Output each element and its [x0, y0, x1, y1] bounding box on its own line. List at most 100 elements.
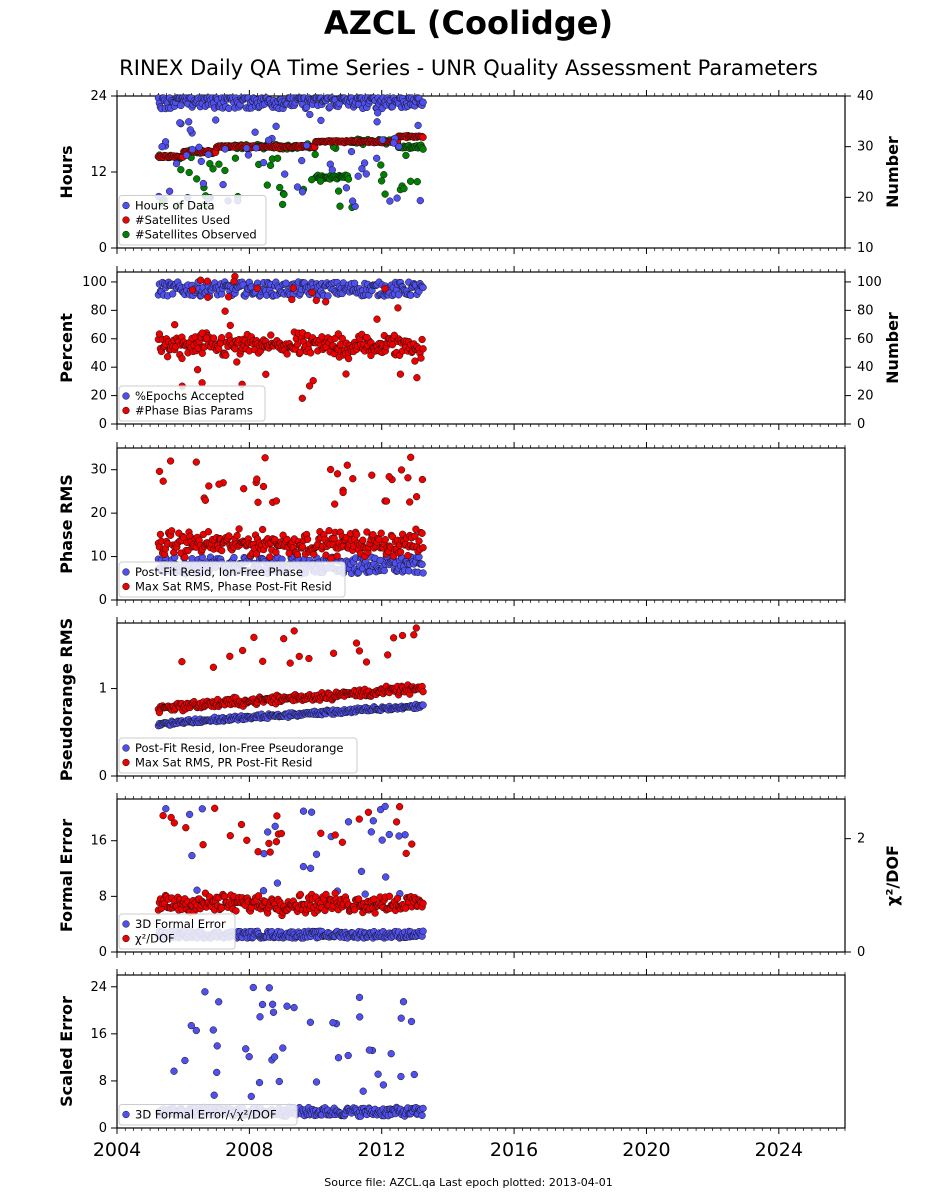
y-axis-label: Phase RMS [57, 474, 76, 574]
data-point [347, 147, 356, 156]
data-point [356, 1013, 364, 1021]
legend-label: %Epochs Accepted [135, 389, 244, 403]
data-point [306, 110, 314, 119]
data-point [275, 1077, 283, 1086]
data-point [397, 1014, 405, 1022]
data-point [298, 394, 306, 402]
data-point [293, 183, 302, 191]
y-right-tick-label: 40 [857, 360, 874, 375]
y-axis-label: Hours [57, 145, 76, 198]
x-tick-label: 2024 [755, 1139, 803, 1161]
data-point [296, 890, 305, 899]
data-point [302, 103, 311, 111]
data-point [350, 279, 359, 287]
data-point [195, 143, 203, 151]
data-point [404, 474, 412, 482]
data-point [258, 1000, 267, 1009]
data-point [232, 907, 240, 915]
y-tick-label: 0 [99, 945, 107, 960]
data-point [378, 136, 387, 144]
data-point [338, 838, 347, 846]
data-point [266, 553, 274, 561]
y-right-tick-label: 60 [857, 332, 874, 347]
data-point [271, 822, 279, 830]
data-point [261, 454, 269, 462]
data-point [312, 850, 321, 858]
data-point [167, 813, 175, 822]
data-point [397, 1072, 405, 1081]
data-point [158, 143, 166, 151]
data-point [156, 530, 165, 539]
data-point [188, 286, 197, 294]
data-point [188, 145, 197, 154]
data-point [419, 544, 427, 552]
data-point [259, 887, 268, 895]
data-point [357, 867, 366, 876]
data-point [339, 488, 347, 497]
data-point [295, 652, 303, 661]
data-point [415, 537, 423, 545]
data-point [273, 879, 282, 887]
data-point [333, 470, 342, 478]
data-point [272, 838, 281, 846]
data-point [349, 475, 357, 483]
data-point [181, 553, 189, 561]
data-point [308, 288, 316, 297]
data-point [283, 1002, 291, 1010]
data-point [209, 334, 218, 342]
data-point [418, 529, 426, 537]
data-point [327, 554, 335, 562]
data-point [293, 550, 302, 559]
data-point [393, 894, 402, 903]
data-point [342, 370, 350, 378]
y-tick-label: 16 [90, 1027, 107, 1042]
data-point [379, 1081, 388, 1089]
y-right-tick-label: 0 [857, 417, 865, 432]
data-point [362, 658, 371, 666]
x-tick-label: 2004 [93, 1139, 141, 1161]
data-point [417, 354, 425, 362]
x-tick-label: 2016 [490, 1139, 538, 1161]
data-point [419, 899, 427, 908]
data-point [279, 1044, 287, 1052]
legend-marker [122, 568, 130, 576]
data-point [198, 379, 206, 387]
data-point [159, 477, 167, 485]
data-point [218, 546, 226, 555]
data-point [312, 296, 320, 305]
data-point [171, 321, 179, 329]
data-point [381, 802, 389, 811]
data-point [259, 158, 268, 167]
data-point [373, 154, 381, 162]
y-right-tick-label: 30 [857, 140, 874, 155]
data-point [390, 331, 398, 339]
data-point [373, 118, 381, 126]
y-tick-label: 24 [90, 89, 107, 104]
data-point [381, 535, 389, 544]
data-point [377, 529, 385, 537]
data-point [364, 808, 373, 816]
legend-label: 3D Formal Error/√χ²/DOF [135, 1108, 277, 1122]
data-point [305, 382, 314, 390]
y-tick-label: 0 [99, 1121, 107, 1136]
data-point [196, 276, 205, 284]
data-point [165, 187, 174, 195]
data-point [285, 549, 293, 557]
data-point [317, 829, 325, 837]
data-point [380, 566, 388, 575]
data-point [264, 136, 273, 144]
data-point [177, 166, 185, 174]
data-point [298, 156, 306, 165]
data-point [230, 553, 238, 562]
data-point [265, 984, 273, 992]
data-point [334, 187, 343, 195]
data-point [418, 1111, 426, 1120]
data-point [243, 836, 251, 844]
data-point [311, 150, 319, 159]
data-point [209, 1026, 217, 1034]
data-point [170, 1067, 178, 1075]
x-tick-label: 2020 [622, 1139, 670, 1161]
chart-title: AZCL (Coolidge) [323, 4, 614, 42]
data-point [230, 277, 238, 286]
